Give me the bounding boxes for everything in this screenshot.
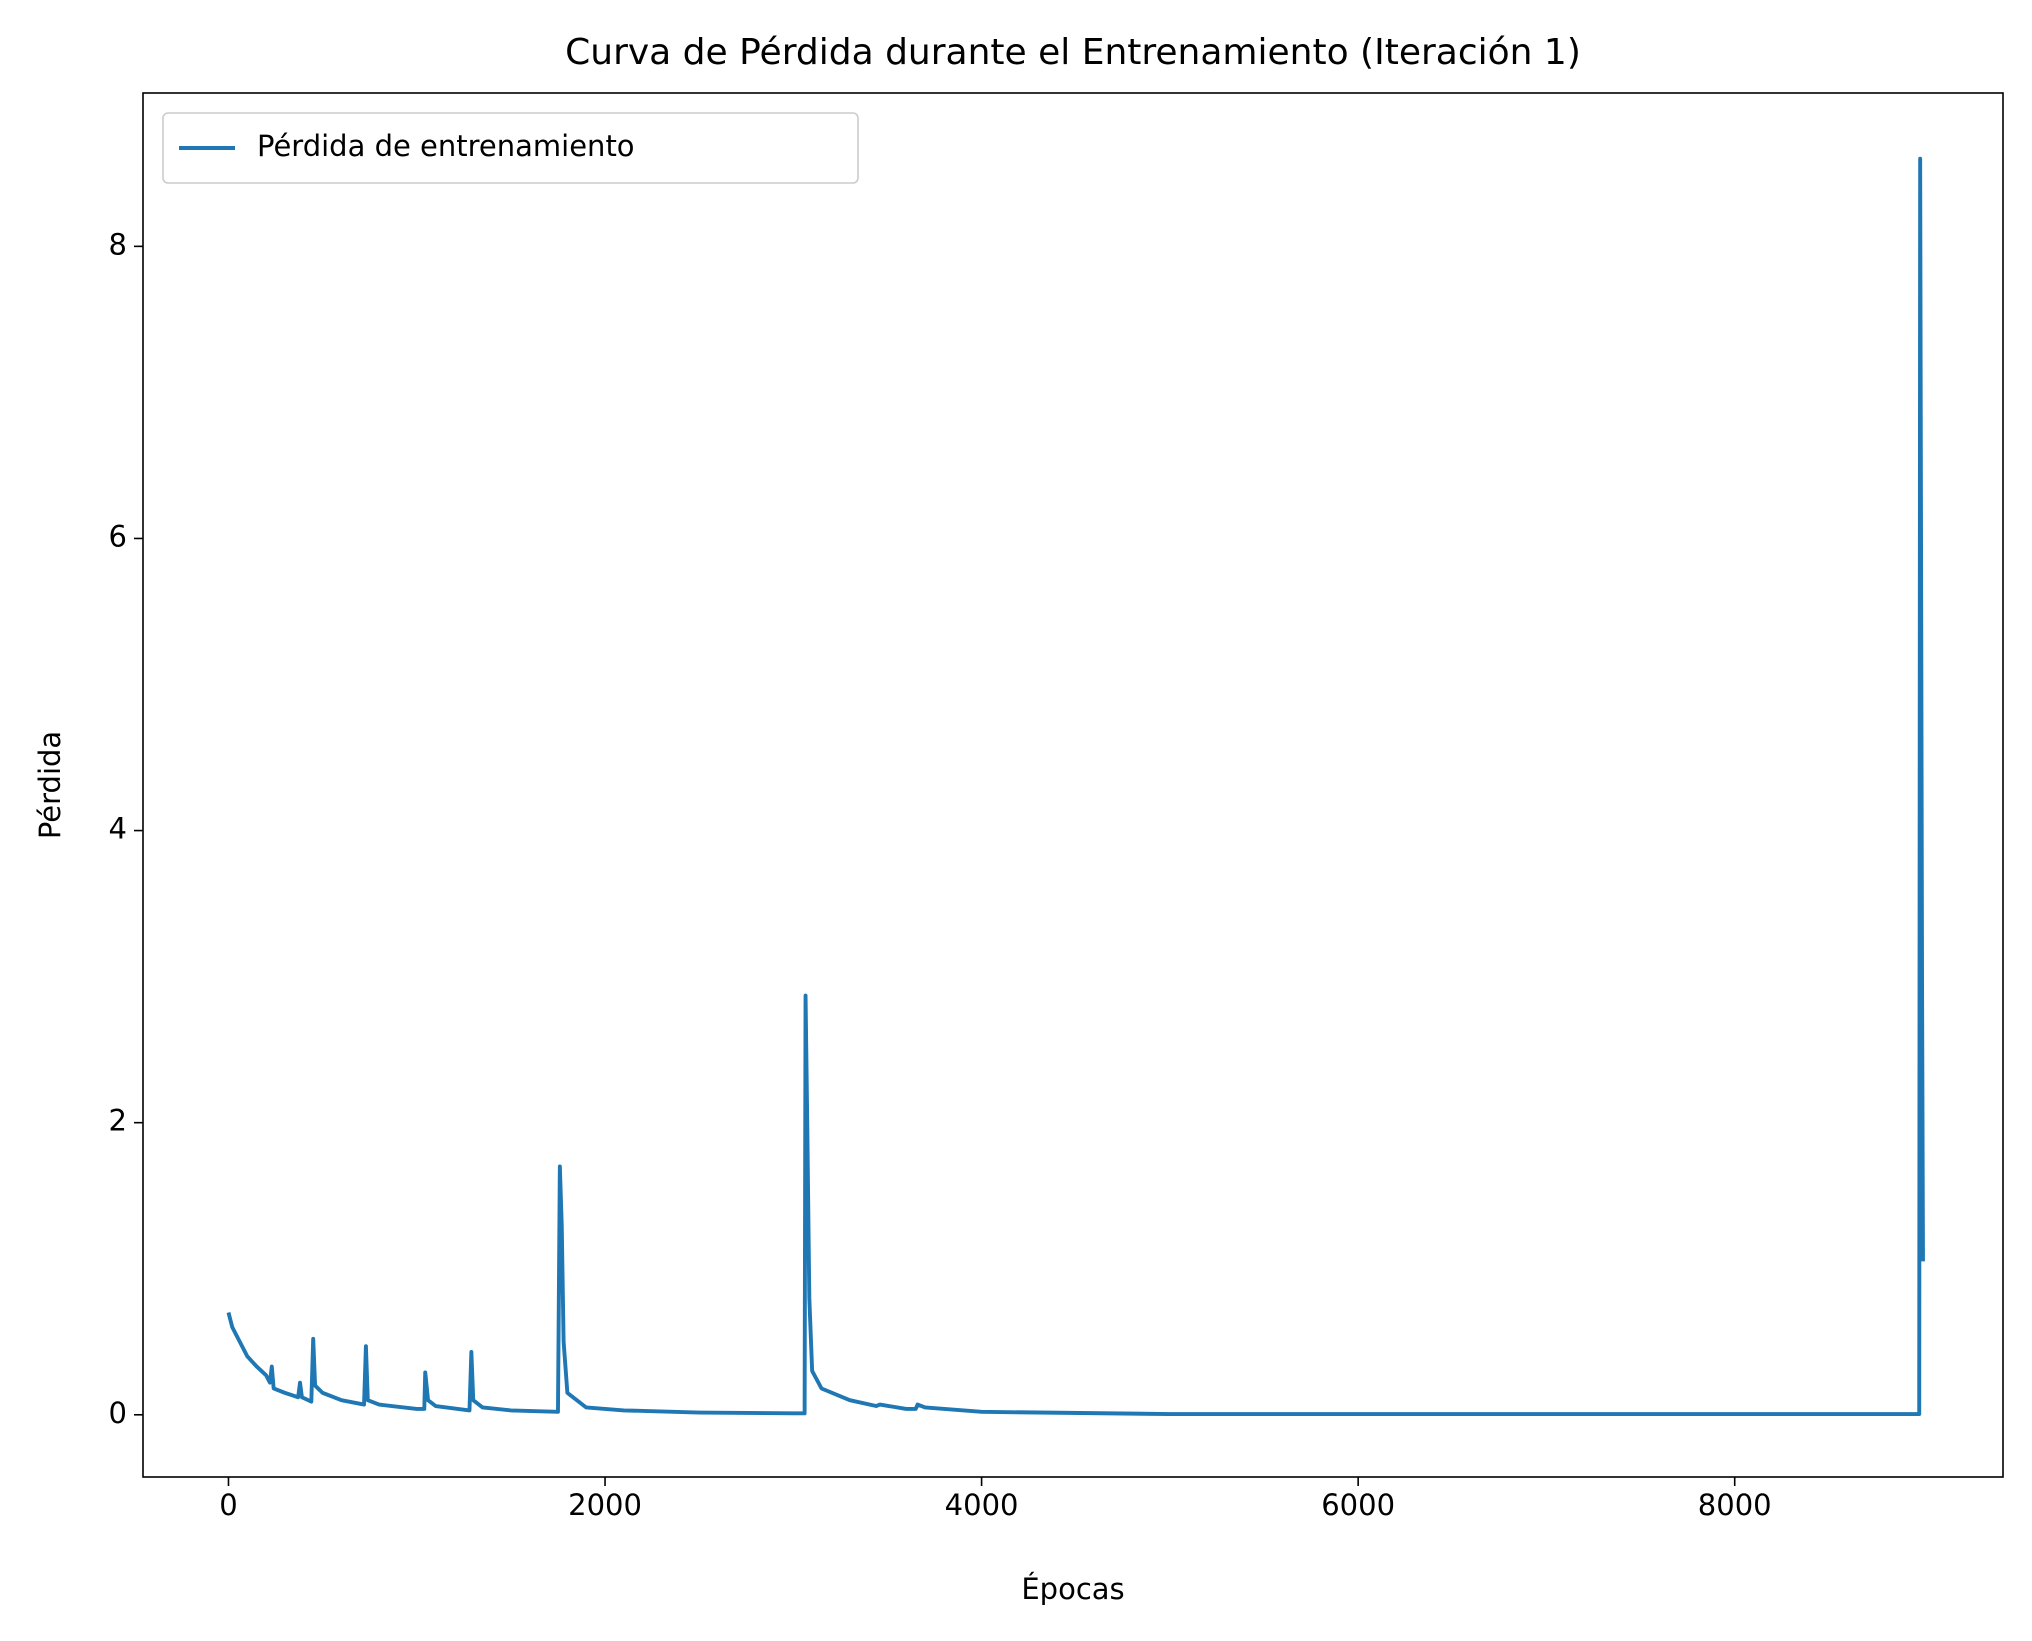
x-tick-label: 0 bbox=[219, 1488, 237, 1522]
y-axis-label: Pérdida bbox=[33, 731, 67, 839]
x-tick-label: 6000 bbox=[1321, 1488, 1395, 1522]
y-tick-label: 2 bbox=[109, 1104, 127, 1138]
loss-line bbox=[226, 156, 1925, 1416]
legend-label: Pérdida de entrenamiento bbox=[257, 129, 635, 163]
plot-frame bbox=[142, 92, 2004, 1478]
y-tick-label: 6 bbox=[109, 519, 127, 553]
legend-box bbox=[162, 112, 859, 184]
x-tick-label: 2000 bbox=[568, 1488, 642, 1522]
x-axis-label: Épocas bbox=[1021, 1572, 1124, 1606]
y-tick-label: 0 bbox=[109, 1396, 127, 1430]
y-tick-label: 4 bbox=[109, 812, 127, 846]
y-tick-label: 8 bbox=[109, 227, 127, 261]
chart-title: Curva de Pérdida durante el Entrenamient… bbox=[565, 32, 1581, 73]
x-tick-label: 8000 bbox=[1698, 1488, 1772, 1522]
legend: Pérdida de entrenamiento bbox=[162, 112, 859, 184]
x-tick-label: 4000 bbox=[945, 1488, 1019, 1522]
